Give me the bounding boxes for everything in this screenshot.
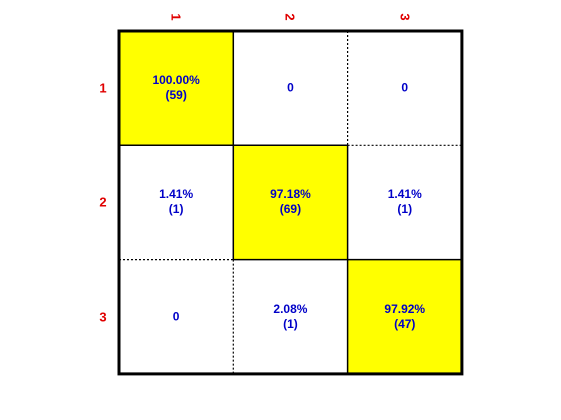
cell-percentage: 0 <box>287 80 294 95</box>
cell-value-label: 0 <box>173 309 180 324</box>
cell-value-label: 0 <box>287 81 294 96</box>
row-label: 3 <box>99 309 107 325</box>
cell-percentage: 2.08% <box>273 301 308 316</box>
cell-value-label: 97.18% (69) <box>270 187 311 217</box>
column-label: 3 <box>397 13 413 21</box>
cell-percentage: 0 <box>401 80 409 95</box>
cell-percentage: 100.00% <box>152 73 200 88</box>
cell-count: (47) <box>394 316 416 331</box>
cell-value-label: 97.92% (47) <box>384 302 425 332</box>
matrix-cell-3-2 <box>233 259 348 374</box>
column-label: 2 <box>282 13 298 21</box>
cell-count: (1) <box>283 316 298 331</box>
cell-percentage: 1.41% <box>387 187 422 202</box>
cell-count: (69) <box>279 202 302 217</box>
cell-value-label: 1.41% (1) <box>159 187 193 217</box>
cell-value-label: 1.41% (1) <box>388 187 422 217</box>
matrix-cell-3-1 <box>119 259 234 374</box>
matrix-cell-2-3 <box>347 145 462 260</box>
cell-percentage: 1.41% <box>159 187 194 202</box>
cell-percentage: 97.92% <box>384 301 426 316</box>
cell-count: (1) <box>168 202 184 217</box>
cell-value-label: 0 <box>401 81 408 96</box>
cell-count: (1) <box>397 202 413 217</box>
matrix-cell-3-3 <box>347 259 462 374</box>
matrix-cell-1-1 <box>119 31 234 146</box>
row-label: 1 <box>99 80 107 96</box>
column-label: 1 <box>168 13 184 21</box>
cell-value-label: 100.00% (59) <box>152 73 199 103</box>
matrix-cell-1-2 <box>233 31 348 146</box>
cell-percentage: 97.18% <box>270 187 311 202</box>
matrix-cell-2-2 <box>233 145 348 260</box>
matrix-cell-2-1 <box>119 145 234 260</box>
cell-count: (59) <box>165 88 187 103</box>
cell-percentage: 0 <box>172 309 180 324</box>
row-label: 2 <box>99 194 107 210</box>
matrix-cell-1-3 <box>347 31 462 146</box>
cell-value-label: 2.08% (1) <box>273 302 307 332</box>
matrix-border <box>117 29 464 376</box>
